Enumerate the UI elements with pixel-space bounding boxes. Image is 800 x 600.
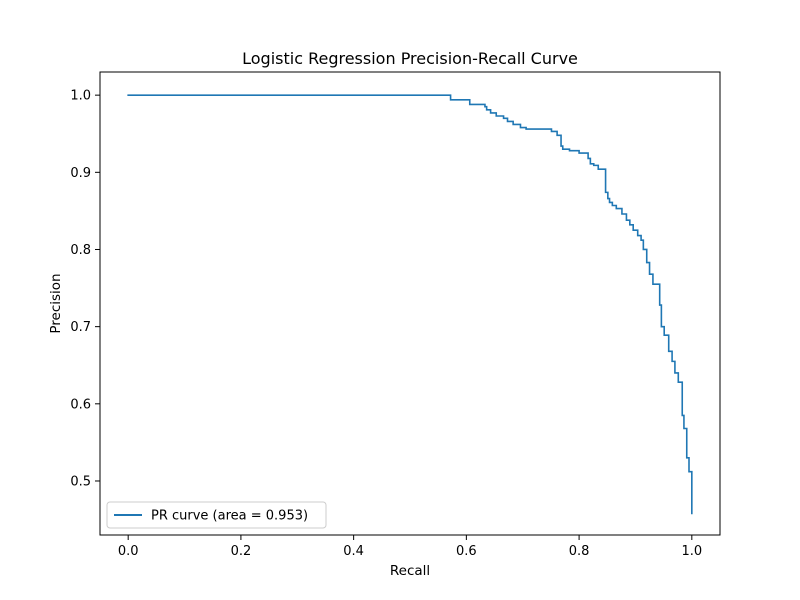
x-tick-label: 1.0 [681, 544, 702, 559]
legend: PR curve (area = 0.953) [106, 501, 327, 529]
y-tick-label: 0.9 [70, 166, 91, 181]
legend-entry: PR curve (area = 0.953) [151, 509, 308, 524]
y-tick-label: 0.5 [70, 474, 91, 489]
x-tick-label: 0.6 [456, 544, 477, 559]
y-tick-label: 1.0 [70, 89, 91, 104]
x-axis-ticks: 0.0 0.2 0.4 0.6 0.8 1.0 [118, 535, 702, 559]
x-tick-label: 0.0 [118, 544, 139, 559]
x-axis-label: Recall [390, 563, 430, 579]
series-layer [127, 94, 693, 515]
y-tick-label: 0.7 [70, 320, 91, 335]
plot-area [99, 71, 721, 536]
y-tick-label: 0.8 [70, 243, 91, 258]
y-tick-label: 0.6 [70, 397, 91, 412]
y-axis-label: Precision [48, 273, 64, 333]
pr-curve-line [127, 94, 693, 515]
chart-title: Logistic Regression Precision-Recall Cur… [242, 49, 578, 68]
legend-box [106, 501, 327, 529]
x-tick-label: 0.4 [343, 544, 364, 559]
x-tick-label: 0.8 [569, 544, 590, 559]
axes-frame [99, 71, 721, 536]
x-tick-label: 0.2 [231, 544, 252, 559]
y-axis-ticks: 0.5 0.6 0.7 0.8 0.9 1.0 [70, 89, 100, 489]
